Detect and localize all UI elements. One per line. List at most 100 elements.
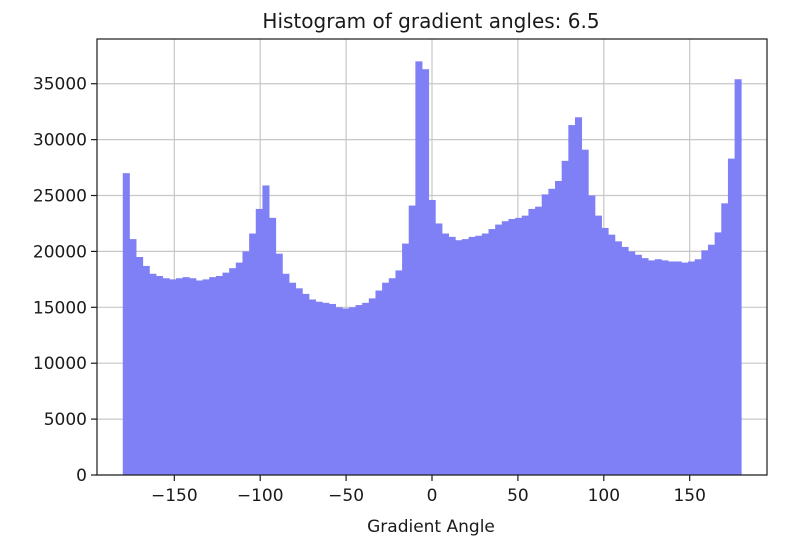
histogram-bar xyxy=(515,217,523,475)
histogram-bar xyxy=(289,282,297,475)
histogram-bars xyxy=(122,61,742,476)
x-tick-label: 50 xyxy=(507,486,529,506)
histogram-bar xyxy=(169,279,177,475)
histogram-bar xyxy=(355,305,363,475)
histogram-bar xyxy=(408,205,416,476)
histogram-bar xyxy=(342,308,350,475)
histogram-bar xyxy=(701,250,709,475)
x-tick-label: 0 xyxy=(427,486,438,506)
histogram-bar xyxy=(541,194,549,475)
y-tick-label: 10000 xyxy=(33,354,87,374)
histogram-bar xyxy=(588,195,596,475)
histogram-bar xyxy=(229,268,237,475)
histogram-bar xyxy=(315,301,323,475)
y-tick-label: 15000 xyxy=(33,298,87,318)
histogram-bar xyxy=(255,208,263,475)
histogram-bar xyxy=(182,277,190,475)
histogram-bar xyxy=(415,61,423,475)
histogram-bar xyxy=(661,260,669,475)
histogram-bar xyxy=(129,239,137,475)
histogram-bar xyxy=(215,276,223,475)
histogram-bar xyxy=(348,307,356,475)
histogram-bar xyxy=(601,227,609,475)
histogram-bar xyxy=(594,215,602,475)
histogram-bar xyxy=(428,199,436,475)
histogram-bar xyxy=(422,69,430,475)
histogram-bar xyxy=(435,223,443,475)
histogram-bar xyxy=(302,293,310,475)
histogram-bar xyxy=(634,254,642,475)
histogram-bar xyxy=(614,241,622,475)
histogram-bar xyxy=(382,282,390,475)
histogram-bar xyxy=(162,278,170,475)
histogram-bar xyxy=(481,233,489,475)
histogram-bar xyxy=(521,215,529,475)
histogram-bar xyxy=(561,160,569,475)
histogram-bar xyxy=(681,262,689,475)
x-tick-label: 100 xyxy=(588,486,620,506)
histogram-bar xyxy=(488,229,496,475)
histogram-bar xyxy=(328,303,336,475)
histogram-bar xyxy=(209,277,217,475)
histogram-bar xyxy=(468,236,476,475)
histogram-bar xyxy=(122,173,130,475)
histogram-bar xyxy=(721,203,729,476)
x-axis-label: Gradient Angle xyxy=(367,517,495,537)
y-axis: 0 5000 10000 15000 20000 25000 30000 35000 xyxy=(33,75,97,486)
histogram-bar xyxy=(388,278,396,475)
histogram-bar xyxy=(688,261,696,475)
histogram-bar xyxy=(235,262,243,475)
y-tick-label: 30000 xyxy=(33,131,87,151)
histogram-bar xyxy=(402,243,410,475)
histogram-bar xyxy=(648,260,656,475)
x-tick-label: −100 xyxy=(237,486,284,506)
histogram-bar xyxy=(455,240,463,475)
histogram-bar xyxy=(295,288,303,475)
histogram-bar xyxy=(707,244,716,475)
histogram-bar xyxy=(375,290,383,475)
histogram-bar xyxy=(282,273,290,475)
histogram-bar xyxy=(734,79,742,475)
histogram-bar xyxy=(628,251,636,475)
histogram-bar xyxy=(641,258,649,475)
histogram-bar xyxy=(362,302,370,475)
histogram-bar xyxy=(142,265,150,475)
histogram-bar xyxy=(189,278,197,475)
histogram-bar xyxy=(322,302,330,475)
histogram-bar xyxy=(621,246,629,475)
histogram-bar xyxy=(195,280,203,475)
histogram-bar xyxy=(136,257,144,475)
histogram-bar xyxy=(461,239,469,475)
histogram-bar xyxy=(727,158,735,475)
chart-title: Histogram of gradient angles: 6.5 xyxy=(262,9,599,33)
histogram-bar xyxy=(175,278,184,475)
histogram-bar xyxy=(242,251,250,475)
histogram-bar xyxy=(441,233,450,475)
y-tick-label: 20000 xyxy=(33,242,87,262)
histogram-bar xyxy=(568,125,576,475)
histogram-bar xyxy=(202,279,210,475)
histogram-bar xyxy=(694,259,702,475)
histogram-bar xyxy=(548,188,556,476)
histogram-bar xyxy=(308,299,317,475)
histogram-bar xyxy=(654,259,662,475)
histogram-bar xyxy=(555,180,563,475)
histogram-bar xyxy=(448,236,456,475)
histogram-bar xyxy=(501,221,509,475)
y-tick-label: 35000 xyxy=(33,75,87,95)
y-tick-label: 0 xyxy=(76,466,87,486)
histogram-bar xyxy=(156,276,164,475)
histogram-bar xyxy=(528,208,536,475)
histogram-bar xyxy=(368,298,376,475)
histogram-bar xyxy=(275,253,283,475)
histogram-bar xyxy=(395,270,403,475)
histogram-bar xyxy=(574,117,583,475)
histogram-bar xyxy=(335,307,343,475)
x-tick-label: 150 xyxy=(673,486,705,506)
histogram-bar xyxy=(668,261,676,475)
histogram-bar xyxy=(475,235,483,475)
histogram-bar xyxy=(262,185,270,475)
histogram-bar xyxy=(495,224,503,475)
histogram-bar xyxy=(581,149,589,475)
